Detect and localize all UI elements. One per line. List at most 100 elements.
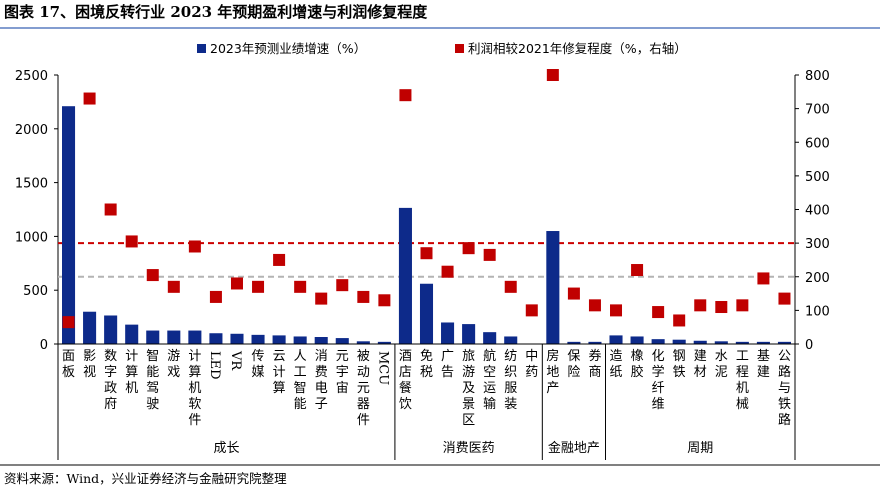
- bar: [777, 341, 791, 344]
- category-label: 钢铁: [673, 349, 686, 380]
- bar: [567, 341, 581, 344]
- marker: [252, 280, 265, 293]
- marker: [652, 306, 665, 319]
- marker: [336, 279, 349, 292]
- marker: [483, 248, 496, 261]
- marker: [294, 280, 307, 293]
- marker: [441, 265, 454, 278]
- category-label: 面板: [62, 349, 75, 380]
- bar: [609, 335, 623, 344]
- legend-marker-label: 利润相较2021年修复程度（%，右轴）: [468, 41, 687, 56]
- bar: [672, 339, 686, 344]
- marker: [673, 314, 686, 327]
- plot-area: 0 500 1000 1500 2000 2500 0 100 200 300 400 500 600 7…: [15, 69, 830, 460]
- marker: [167, 280, 180, 293]
- bar: [230, 333, 244, 344]
- chart-title: 图表 17、困境反转行业 2023 年预期盈利增速与利润修复程度: [4, 3, 428, 21]
- bar: [209, 333, 223, 344]
- marker: [462, 242, 475, 255]
- marker: [504, 280, 517, 293]
- category-label: 纺织服装: [504, 349, 517, 412]
- right-axis-tick-label: 400: [805, 204, 830, 219]
- bar: [62, 106, 76, 344]
- left-axis-tick-label: 0: [40, 338, 48, 353]
- bar: [462, 324, 476, 344]
- marker: [125, 235, 138, 248]
- category-label: 造纸: [610, 349, 623, 380]
- category-label: 计算机: [125, 349, 138, 396]
- bar: [504, 336, 518, 344]
- bar: [356, 341, 370, 344]
- marker: [420, 247, 433, 260]
- marker: [525, 304, 538, 317]
- bar: [483, 332, 497, 344]
- category-label: 旅游及景区: [462, 349, 475, 428]
- marker: [715, 301, 728, 314]
- category-label: 数字政府: [104, 349, 117, 412]
- marker: [588, 299, 601, 312]
- marker: [230, 277, 243, 290]
- left-axis-tick-label: 1000: [15, 230, 48, 245]
- group-label: 周期: [687, 441, 713, 456]
- category-label: 航空运输: [483, 348, 496, 412]
- marker: [62, 316, 75, 329]
- marker: [631, 264, 644, 277]
- marker: [83, 92, 96, 105]
- bar: [588, 341, 602, 344]
- bar: [293, 336, 307, 344]
- category-label: 橡胶: [631, 349, 644, 380]
- category-label: 云计算: [273, 349, 286, 396]
- marker: [315, 292, 328, 305]
- marker: [778, 292, 791, 305]
- bar: [398, 207, 412, 344]
- category-label: 工程机械: [736, 349, 749, 412]
- left-axis-tick-label: 2000: [15, 123, 48, 138]
- category-label: 计算机软件: [188, 349, 201, 428]
- marker: [146, 269, 159, 282]
- left-axis-tick-label: 1500: [15, 177, 48, 192]
- category-label: 广告: [441, 349, 454, 380]
- bar: [272, 335, 286, 344]
- right-axis-tick-label: 200: [805, 271, 830, 286]
- category-label: 游戏: [167, 349, 180, 380]
- category-label: 被动元器件: [357, 349, 370, 428]
- bar: [377, 341, 391, 344]
- category-label: 化学纤维: [652, 349, 665, 412]
- marker: [378, 294, 391, 307]
- marker: [399, 89, 412, 102]
- bar: [756, 341, 770, 344]
- bar: [104, 315, 118, 344]
- category-label: LED: [207, 351, 222, 380]
- marker: [694, 299, 707, 312]
- category-label: 水泥: [715, 349, 728, 380]
- category-label: 影视: [83, 349, 96, 380]
- right-axis-tick-label: 0: [805, 338, 813, 353]
- category-label: 传媒: [252, 349, 265, 380]
- marker: [610, 304, 623, 317]
- left-axis-tick-label: 500: [23, 284, 48, 299]
- category-label: 房地产: [546, 348, 559, 396]
- bar: [651, 339, 665, 344]
- bar: [693, 340, 707, 344]
- marker: [273, 253, 286, 266]
- right-axis-tick-label: 800: [805, 69, 830, 84]
- bar: [419, 283, 434, 344]
- bar: [630, 336, 644, 344]
- category-label: 元宇宙: [336, 349, 349, 396]
- legend-bar-label: 2023年预测业绩增速（%）: [210, 41, 366, 56]
- category-label: VR: [228, 350, 243, 371]
- right-axis-tick-label: 600: [805, 136, 830, 151]
- group-label: 金融地产: [548, 440, 600, 456]
- category-label: 酒店餐饮: [399, 349, 412, 412]
- marker: [736, 299, 749, 312]
- category-label: 建材: [694, 349, 707, 380]
- marker: [188, 240, 201, 253]
- category-label: 中药: [525, 349, 538, 380]
- bar: [441, 322, 455, 344]
- legend-bar-swatch: [197, 44, 206, 53]
- right-axis-tick-label: 300: [805, 237, 830, 252]
- group-label: 消费医药: [443, 441, 495, 456]
- bar: [314, 337, 328, 344]
- bar: [714, 341, 728, 344]
